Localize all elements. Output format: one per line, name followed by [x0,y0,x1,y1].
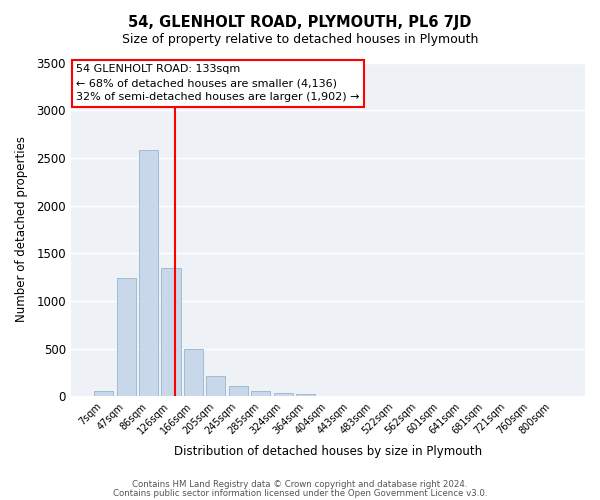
Bar [206,376,226,396]
Text: Size of property relative to detached houses in Plymouth: Size of property relative to detached ho… [122,32,478,46]
Bar [274,393,293,396]
Bar [139,150,158,396]
Text: 54 GLENHOLT ROAD: 133sqm
← 68% of detached houses are smaller (4,136)
32% of sem: 54 GLENHOLT ROAD: 133sqm ← 68% of detach… [76,64,359,102]
Bar [184,348,203,397]
Bar [94,391,113,396]
Bar [116,278,136,396]
Text: 54, GLENHOLT ROAD, PLYMOUTH, PL6 7JD: 54, GLENHOLT ROAD, PLYMOUTH, PL6 7JD [128,15,472,30]
Text: Contains public sector information licensed under the Open Government Licence v3: Contains public sector information licen… [113,488,487,498]
Y-axis label: Number of detached properties: Number of detached properties [15,136,28,322]
X-axis label: Distribution of detached houses by size in Plymouth: Distribution of detached houses by size … [174,444,482,458]
Bar [229,386,248,396]
Bar [251,391,270,396]
Bar [296,394,315,396]
Text: Contains HM Land Registry data © Crown copyright and database right 2024.: Contains HM Land Registry data © Crown c… [132,480,468,489]
Bar [161,268,181,396]
